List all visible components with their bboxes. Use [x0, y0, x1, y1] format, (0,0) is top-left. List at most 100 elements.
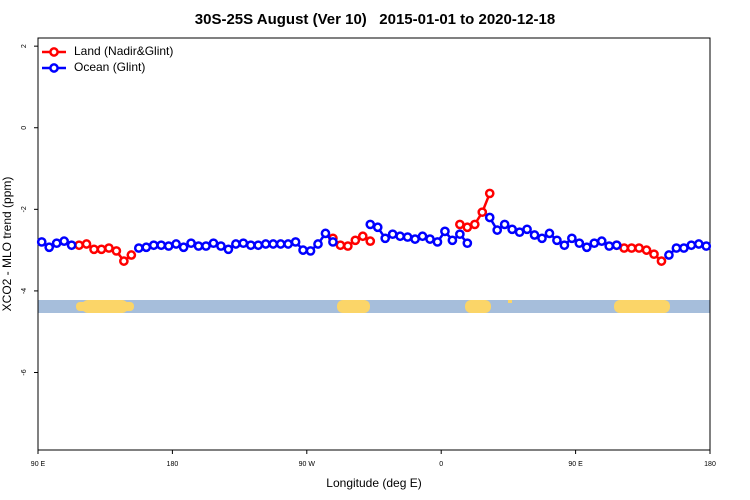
data-point — [559, 240, 570, 251]
data-point — [343, 241, 353, 251]
data-point — [66, 240, 77, 251]
data-point — [552, 235, 562, 246]
data-point — [208, 238, 219, 249]
data-point — [186, 238, 196, 249]
data-point — [462, 238, 473, 249]
data-point — [245, 240, 256, 251]
y-tick-label: -2 — [21, 206, 28, 212]
data-point — [290, 237, 301, 247]
legend-label: Land (Nadir&Glint) — [74, 44, 173, 58]
data-point — [679, 243, 689, 253]
data-point — [484, 188, 495, 199]
x-tick-label: 180 — [704, 461, 716, 468]
y-tick-label: -4 — [21, 288, 28, 294]
data-point — [260, 239, 271, 249]
y-tick-label: -6 — [21, 369, 28, 375]
data-point — [320, 228, 331, 239]
legend-label: Ocean (Glint) — [74, 60, 145, 74]
data-point — [455, 229, 465, 240]
data-point — [44, 242, 55, 253]
data-point — [156, 240, 167, 251]
data-point — [507, 224, 517, 235]
data-point — [141, 242, 152, 253]
data-point — [268, 239, 279, 249]
data-point — [36, 237, 47, 247]
legend-marker — [49, 47, 59, 57]
data-point — [499, 219, 510, 230]
data-point — [365, 236, 376, 246]
data-point — [119, 256, 129, 266]
data-point — [686, 240, 697, 251]
data-point — [656, 256, 667, 266]
data-point — [529, 230, 540, 240]
data-point — [432, 237, 443, 247]
data-point — [51, 238, 62, 249]
data-point — [589, 238, 600, 249]
data-point — [701, 241, 712, 251]
data-point — [447, 235, 458, 246]
y-tick-label: 2 — [21, 44, 28, 48]
data-point — [59, 236, 69, 246]
data-point — [664, 250, 674, 260]
data-point — [641, 245, 652, 255]
chart-title: 30S-25S August (Ver 10) 2015-01-01 to 20… — [195, 11, 555, 28]
x-tick-label: 180 — [167, 461, 179, 468]
data-point — [410, 234, 420, 244]
data-point — [596, 236, 607, 246]
data-point — [275, 239, 286, 249]
data-point — [298, 245, 308, 255]
data-point — [402, 232, 413, 242]
data-point — [193, 241, 204, 251]
data-point — [89, 244, 99, 255]
data-point — [462, 222, 473, 233]
x-tick-label: 90 E — [568, 461, 583, 468]
data-point — [148, 240, 159, 251]
data-point — [484, 212, 495, 223]
data-point — [305, 246, 316, 256]
data-point — [469, 219, 480, 230]
data-point — [216, 241, 226, 251]
y-axis-label: XCO2 - MLO trend (ppm) — [0, 177, 14, 312]
data-point — [574, 238, 585, 249]
data-point — [604, 241, 615, 251]
x-tick-label: 90 E — [31, 461, 46, 468]
data-point — [544, 228, 555, 239]
data-point — [611, 240, 622, 251]
data-point — [126, 250, 137, 260]
data-point — [649, 249, 659, 260]
data-point — [171, 239, 181, 249]
data-point — [372, 222, 383, 233]
land-strip — [76, 300, 670, 313]
data-point — [492, 225, 503, 235]
data-point — [96, 244, 107, 255]
data-point — [357, 231, 368, 242]
data-point — [693, 239, 704, 249]
data-point — [522, 224, 532, 235]
data-point — [104, 243, 114, 253]
data-point — [417, 231, 428, 242]
data-point — [634, 243, 644, 253]
data-point — [253, 240, 264, 251]
data-point — [231, 239, 241, 249]
data-point — [201, 241, 211, 251]
data-point — [81, 239, 92, 249]
data-point — [111, 246, 122, 256]
data-point — [567, 233, 577, 244]
data-point — [477, 207, 488, 218]
data-point — [313, 239, 323, 249]
data-point — [178, 242, 189, 253]
data-point — [283, 239, 293, 249]
data-point — [514, 227, 525, 238]
data-point — [671, 243, 682, 253]
data-point — [365, 219, 376, 230]
y-tick-label: 0 — [21, 126, 28, 130]
data-point — [238, 238, 249, 249]
data-point — [455, 219, 465, 230]
data-point — [74, 240, 84, 251]
data-point — [537, 233, 547, 244]
legend-marker — [49, 63, 59, 73]
data-point — [619, 243, 629, 253]
data-point — [328, 237, 338, 247]
x-tick-label: 0 — [439, 461, 443, 468]
